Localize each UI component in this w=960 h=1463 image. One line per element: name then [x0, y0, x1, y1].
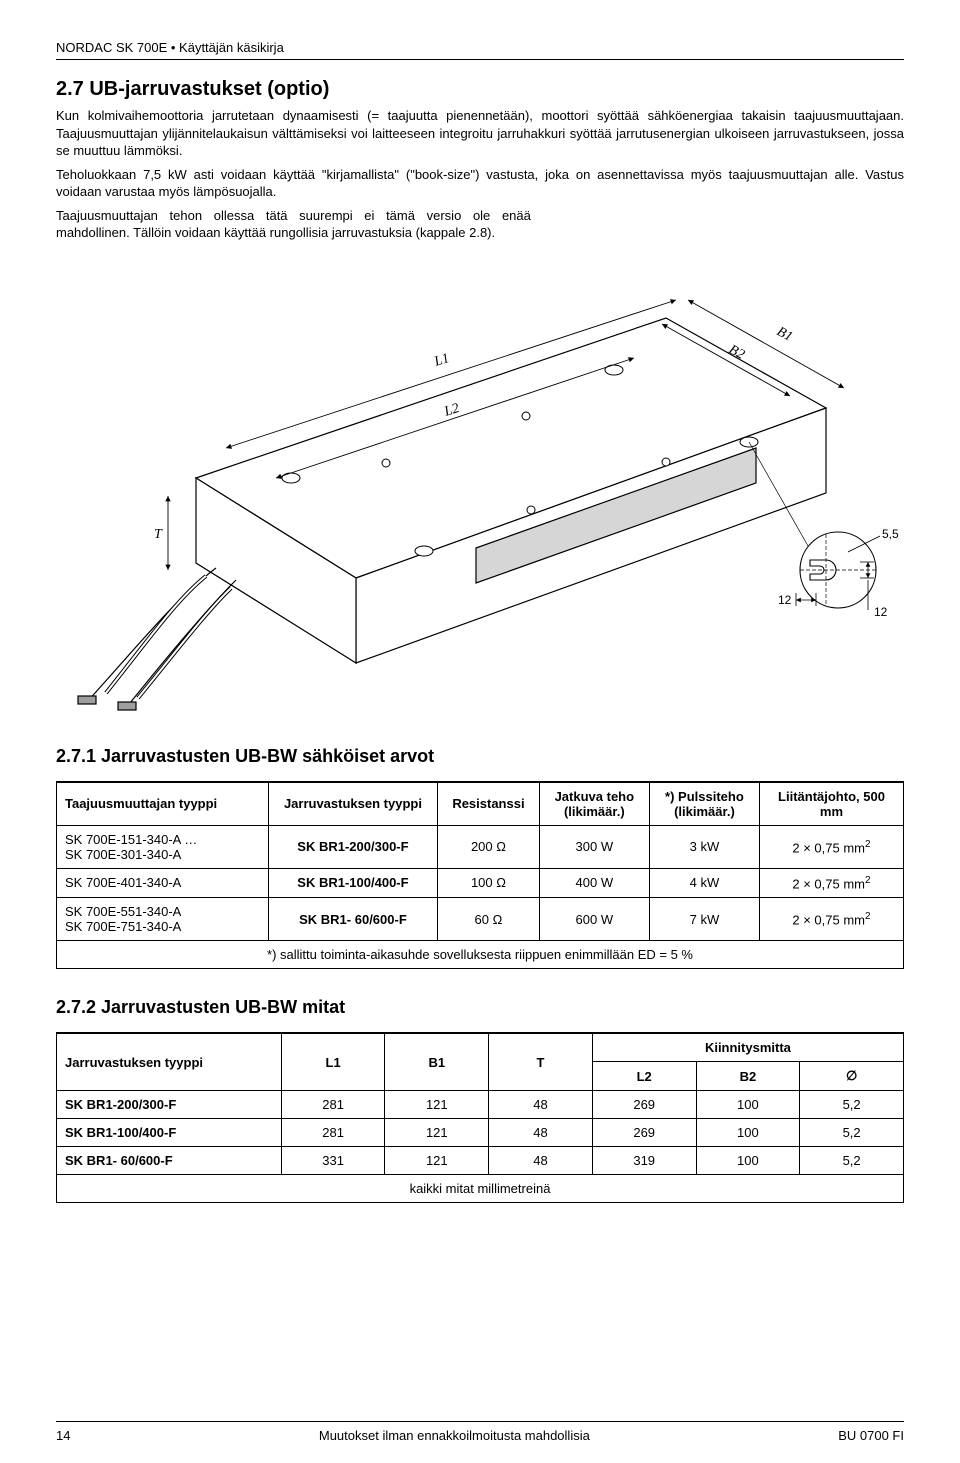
- section-2-7-1-title: 2.7.1 Jarruvastusten UB-BW sähköiset arv…: [56, 746, 904, 767]
- cell: SK BR1- 60/600-F: [57, 1147, 282, 1175]
- th-T: T: [489, 1033, 593, 1091]
- page-footer: 14 Muutokset ilman ennakkoilmoitusta mah…: [56, 1421, 904, 1443]
- table-electrical-values: Taajuusmuuttajan tyyppi Jarruvastuksen t…: [56, 781, 904, 969]
- section-2-7-p3: Taajuusmuuttajan tehon ollessa tätä suur…: [56, 207, 531, 242]
- dim-L1: L1: [432, 351, 452, 370]
- footer-doc-id: BU 0700 FI: [838, 1428, 904, 1443]
- cell: 48: [489, 1147, 593, 1175]
- cell: 269: [592, 1119, 696, 1147]
- cell: 60 Ω: [438, 898, 540, 941]
- cell: 300 W: [539, 825, 649, 868]
- th-pulse-power: *) Pulssiteho (likimäär.): [649, 782, 759, 826]
- cell: SK 700E-551-340-ASK 700E-751-340-A: [57, 898, 269, 941]
- cell: SK BR1-200/300-F: [57, 1091, 282, 1119]
- footer-center-text: Muutokset ilman ennakkoilmoitusta mahdol…: [319, 1428, 590, 1443]
- table-row: SK 700E-401-340-ASK BR1-100/400-F100 Ω40…: [57, 868, 904, 897]
- resistor-diagram: L1 L2 B1 B2: [56, 248, 904, 718]
- cell: SK 700E-401-340-A: [57, 868, 269, 897]
- cell: SK BR1- 60/600-F: [268, 898, 437, 941]
- dim-T: T: [154, 527, 163, 542]
- section-2-7-title: 2.7 UB-jarruvastukset (optio): [56, 78, 904, 101]
- diagram-svg: L1 L2 B1 B2: [56, 248, 904, 718]
- th-L2: L2: [592, 1062, 696, 1091]
- table-row: SK BR1- 60/600-F331121483191005,2: [57, 1147, 904, 1175]
- cell: 319: [592, 1147, 696, 1175]
- footer-page-number: 14: [56, 1428, 70, 1443]
- table-dimensions: Jarruvastuksen tyyppi L1 B1 T Kiinnitysm…: [56, 1032, 904, 1203]
- cell: 2 × 0,75 mm2: [759, 898, 903, 941]
- cell: 121: [385, 1119, 489, 1147]
- cell: 281: [281, 1091, 385, 1119]
- cell: 281: [281, 1119, 385, 1147]
- cell: SK BR1-100/400-F: [57, 1119, 282, 1147]
- cell: 48: [489, 1119, 593, 1147]
- table-row: SK BR1-100/400-F281121482691005,2: [57, 1119, 904, 1147]
- th-group-kiinnitys: Kiinnitysmitta: [592, 1033, 903, 1062]
- slot-h-12: 12: [874, 605, 888, 619]
- dim-B1: B1: [774, 324, 795, 345]
- table-row: SK 700E-151-340-A …SK 700E-301-340-ASK B…: [57, 825, 904, 868]
- th-res-type: Jarruvastuksen tyyppi: [268, 782, 437, 826]
- cell: 269: [592, 1091, 696, 1119]
- th-dia: ∅: [800, 1062, 904, 1091]
- cell: 100 Ω: [438, 868, 540, 897]
- th-resistance: Resistanssi: [438, 782, 540, 826]
- table271-footnote: *) sallittu toiminta-aikasuhde sovelluks…: [57, 941, 904, 969]
- cell: 5,2: [800, 1119, 904, 1147]
- th-B1: B1: [385, 1033, 489, 1091]
- th-cont-power: Jatkuva teho (likimäär.): [539, 782, 649, 826]
- cell: 7 kW: [649, 898, 759, 941]
- section-2-7-p1: Kun kolmivaihemoottoria jarrutetaan dyna…: [56, 107, 904, 160]
- th-res-type-2: Jarruvastuksen tyyppi: [57, 1033, 282, 1091]
- cell: 5,2: [800, 1091, 904, 1119]
- th-cable: Liitäntäjohto, 500 mm: [759, 782, 903, 826]
- table-row: SK 700E-551-340-ASK 700E-751-340-ASK BR1…: [57, 898, 904, 941]
- cell: 2 × 0,75 mm2: [759, 825, 903, 868]
- cell: 400 W: [539, 868, 649, 897]
- cell: SK 700E-151-340-A …SK 700E-301-340-A: [57, 825, 269, 868]
- th-fc-type: Taajuusmuuttajan tyyppi: [57, 782, 269, 826]
- page-header: NORDAC SK 700E • Käyttäjän käsikirja: [56, 40, 904, 60]
- section-2-7-2-title: 2.7.2 Jarruvastusten UB-BW mitat: [56, 997, 904, 1018]
- cell: SK BR1-200/300-F: [268, 825, 437, 868]
- cell: 600 W: [539, 898, 649, 941]
- table272-footnote: kaikki mitat millimetreinä: [57, 1175, 904, 1203]
- cell: 3 kW: [649, 825, 759, 868]
- slot-w-12: 12: [778, 593, 792, 607]
- cell: 100: [696, 1091, 800, 1119]
- cell: 200 Ω: [438, 825, 540, 868]
- cell: 121: [385, 1091, 489, 1119]
- th-B2: B2: [696, 1062, 800, 1091]
- cell: 2 × 0,75 mm2: [759, 868, 903, 897]
- cell: SK BR1-100/400-F: [268, 868, 437, 897]
- cell: 100: [696, 1119, 800, 1147]
- cell: 5,2: [800, 1147, 904, 1175]
- cell: 4 kW: [649, 868, 759, 897]
- cell: 48: [489, 1091, 593, 1119]
- cell: 121: [385, 1147, 489, 1175]
- cell: 100: [696, 1147, 800, 1175]
- th-L1: L1: [281, 1033, 385, 1091]
- cell: 331: [281, 1147, 385, 1175]
- section-2-7-p2: Teholuokkaan 7,5 kW asti voidaan käyttää…: [56, 166, 904, 201]
- slot-dia: 5,5: [882, 527, 899, 541]
- table-row: SK BR1-200/300-F281121482691005,2: [57, 1091, 904, 1119]
